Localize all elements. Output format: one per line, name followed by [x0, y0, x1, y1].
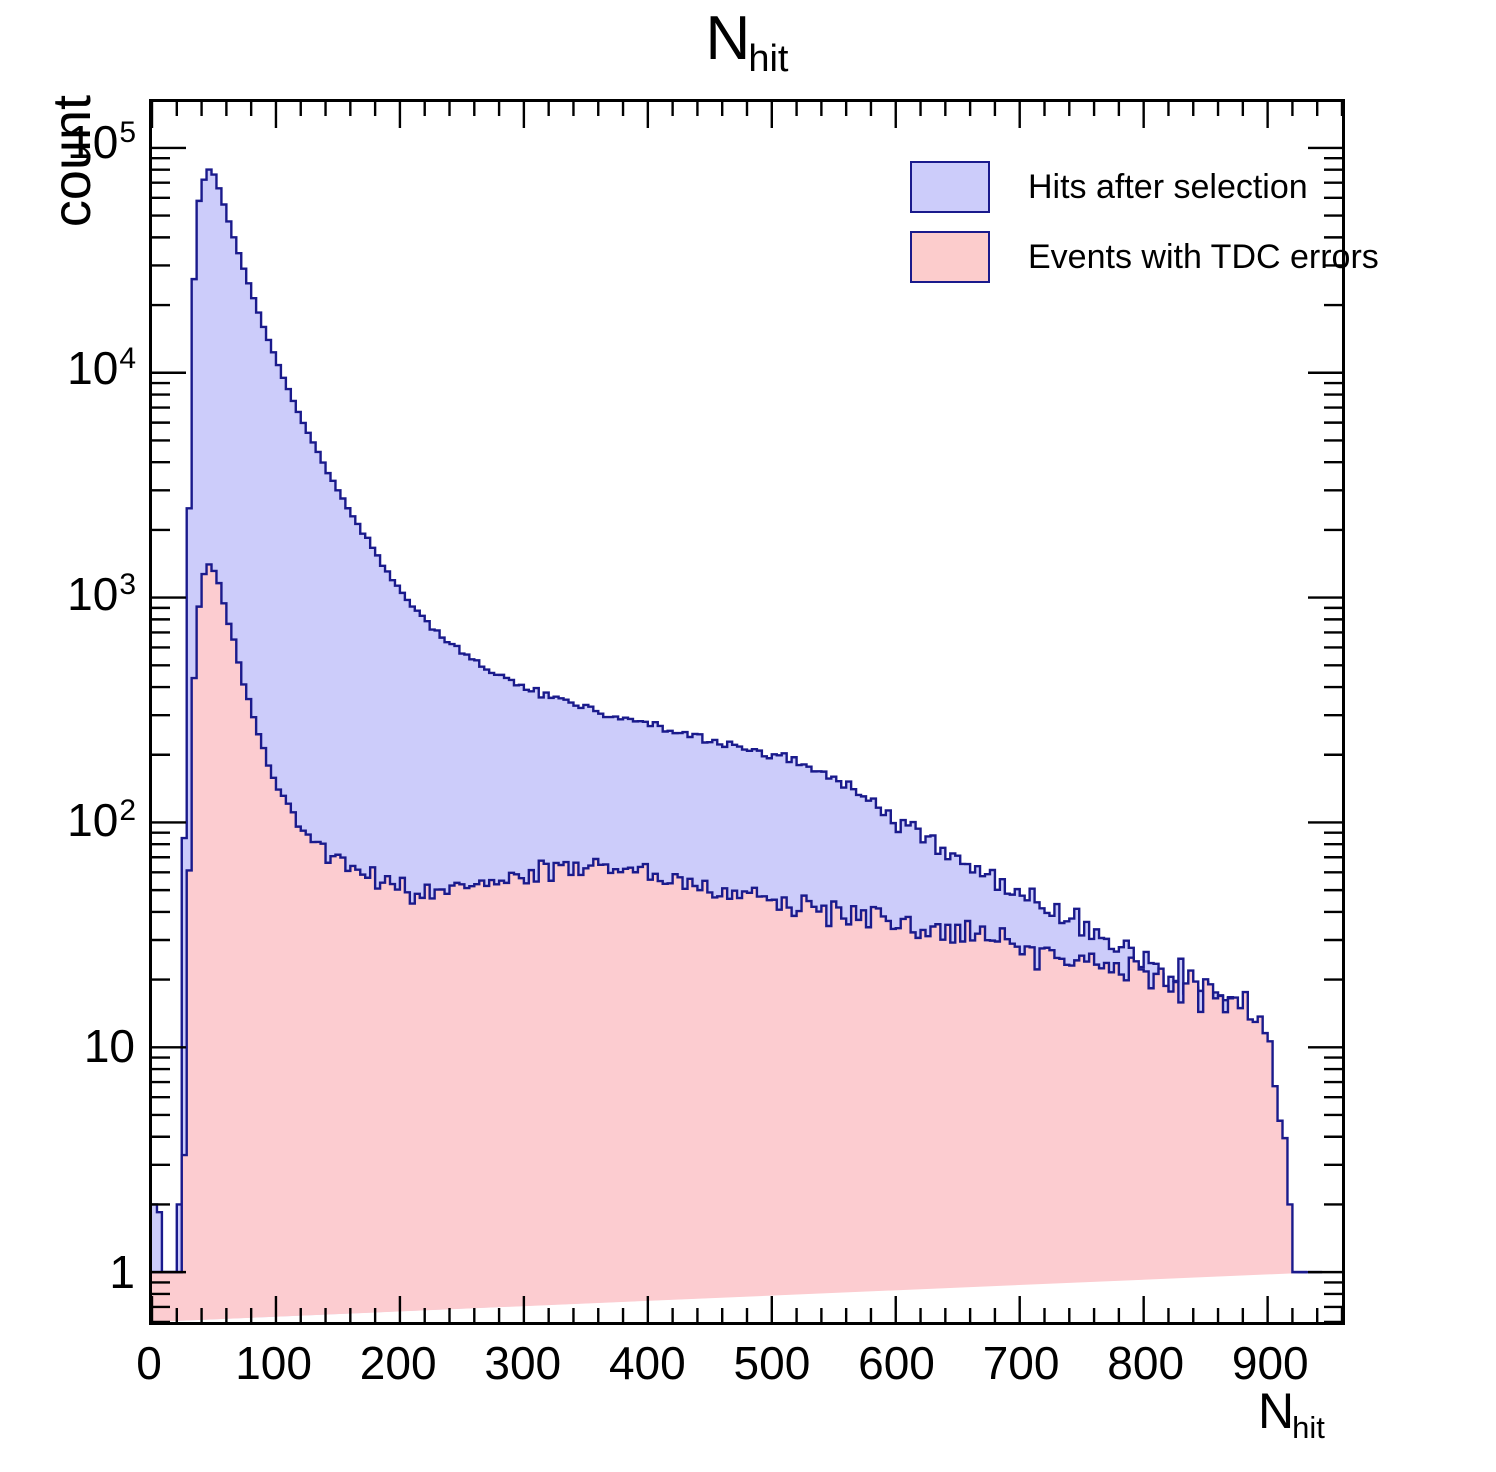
y-tick-exponent: 4 [119, 342, 136, 376]
y-tick-mantissa: 10 [67, 568, 119, 621]
legend: Hits after selection Events with TDC err… [910, 152, 1379, 292]
y-tick-mantissa: 1 [109, 1245, 135, 1298]
x-tick-label: 500 [733, 1337, 811, 1389]
histogram-outline [152, 168, 1308, 1274]
legend-label: Events with TDC errors [1028, 237, 1379, 276]
y-tick-exponent: 3 [119, 568, 136, 602]
legend-swatch-events-with-tdc-errors [910, 231, 990, 283]
x-tick-label: 300 [484, 1337, 562, 1389]
legend-entry: Hits after selection [910, 152, 1310, 222]
y-tick-label: 105 [67, 115, 136, 169]
legend-swatch-hits-after-selection [910, 161, 990, 213]
y-tick-label: 104 [67, 341, 136, 395]
y-tick-label: 1 [109, 1245, 135, 1299]
x-tick-label: 400 [608, 1337, 686, 1389]
x-tick-label: 0 [136, 1337, 162, 1389]
x-axis-title-main: N [1258, 1383, 1295, 1439]
x-tick-label: 700 [982, 1337, 1060, 1389]
y-tick-mantissa: 10 [67, 793, 119, 846]
legend-label: Hits after selection [1028, 167, 1308, 206]
y-tick-mantissa: 10 [67, 342, 119, 395]
legend-entry: Events with TDC errors [910, 222, 1379, 292]
x-axis-title-subscript: hit [1292, 1410, 1325, 1445]
histogram-outline [152, 563, 1323, 1274]
plot-frame [149, 99, 1345, 1325]
y-tick-mantissa: 10 [67, 116, 119, 169]
y-tick-exponent: 5 [119, 116, 136, 150]
title-subscript: hit [748, 38, 789, 80]
histogram-fill [152, 564, 1323, 1322]
y-tick-label: 10 [84, 1019, 135, 1073]
title-main: N [705, 4, 751, 73]
y-tick-label: 102 [67, 793, 136, 847]
x-tick-label: 600 [858, 1337, 935, 1389]
x-axis-title: Nhit [1258, 1382, 1327, 1445]
x-tick-label: 800 [1107, 1337, 1185, 1389]
page-title: Nhit [0, 8, 1496, 79]
y-tick-label: 103 [67, 567, 136, 621]
y-tick-mantissa: 10 [83, 1019, 135, 1072]
y-tick-exponent: 2 [119, 793, 136, 827]
x-tick-label: 200 [359, 1337, 437, 1389]
histogram-svg [152, 102, 1342, 1322]
x-tick-label: 100 [235, 1337, 312, 1389]
x-tick-label: 900 [1231, 1337, 1309, 1389]
